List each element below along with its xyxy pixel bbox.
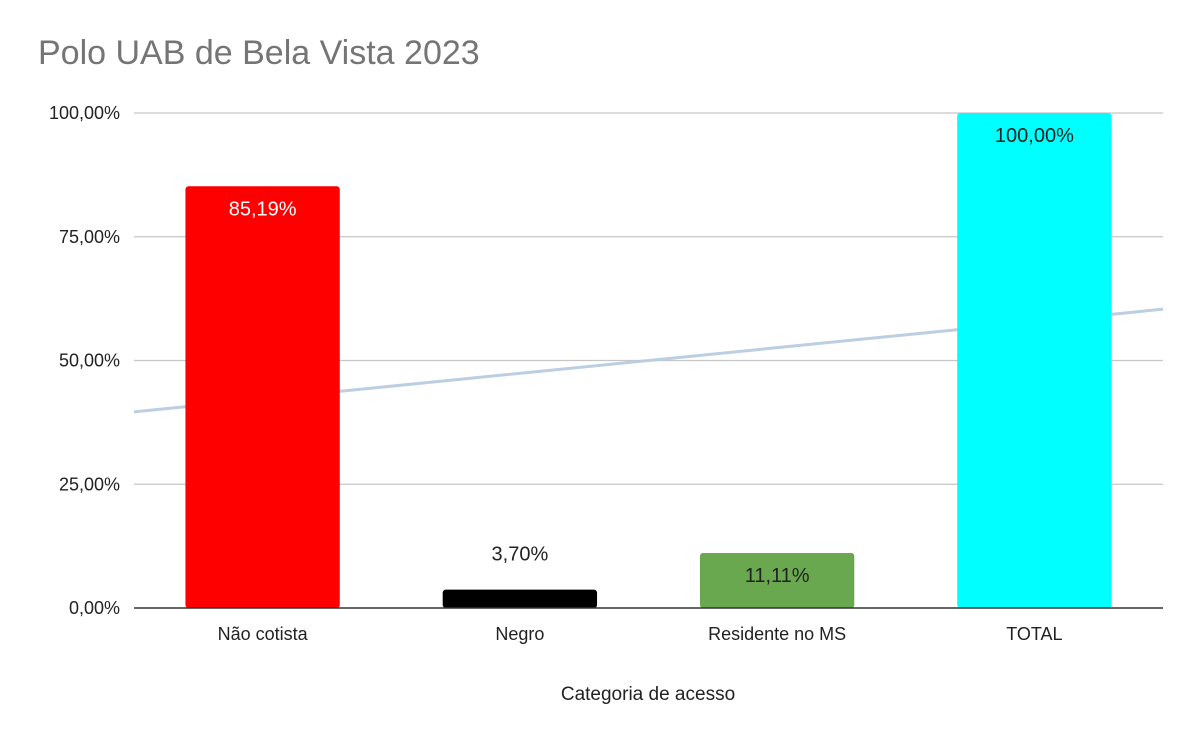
bar <box>185 186 340 608</box>
bar <box>442 589 598 608</box>
bar <box>699 553 855 608</box>
x-axis-title: Categoria de acesso <box>561 684 735 705</box>
y-tick-label: 100,00% <box>49 103 120 123</box>
x-tick-label: TOTAL <box>1006 624 1062 644</box>
y-tick-label: 50,00% <box>59 351 120 371</box>
data-label: 85,19% <box>229 198 297 220</box>
x-tick-label: Não cotista <box>218 624 309 644</box>
y-tick-label: 25,00% <box>59 474 120 494</box>
axes: 0,00% 25,00% 50,00% 75,00% 100,00% <box>49 103 1163 618</box>
chart-title: Polo UAB de Bela Vista 2023 <box>38 34 480 72</box>
x-tick-label: Negro <box>495 624 544 644</box>
y-tick-label: 75,00% <box>59 227 120 247</box>
data-label: 100,00% <box>995 125 1074 147</box>
data-label: 11,11% <box>745 565 810 587</box>
bar <box>957 113 1112 608</box>
x-tick-label: Residente no MS <box>708 624 846 644</box>
y-tick-label: 0,00% <box>69 598 120 618</box>
data-label: 3,70% <box>492 544 549 566</box>
bars <box>185 113 1112 608</box>
labels: Não cotista 85,19% Negro 3,70% Residente no … <box>218 125 1074 644</box>
